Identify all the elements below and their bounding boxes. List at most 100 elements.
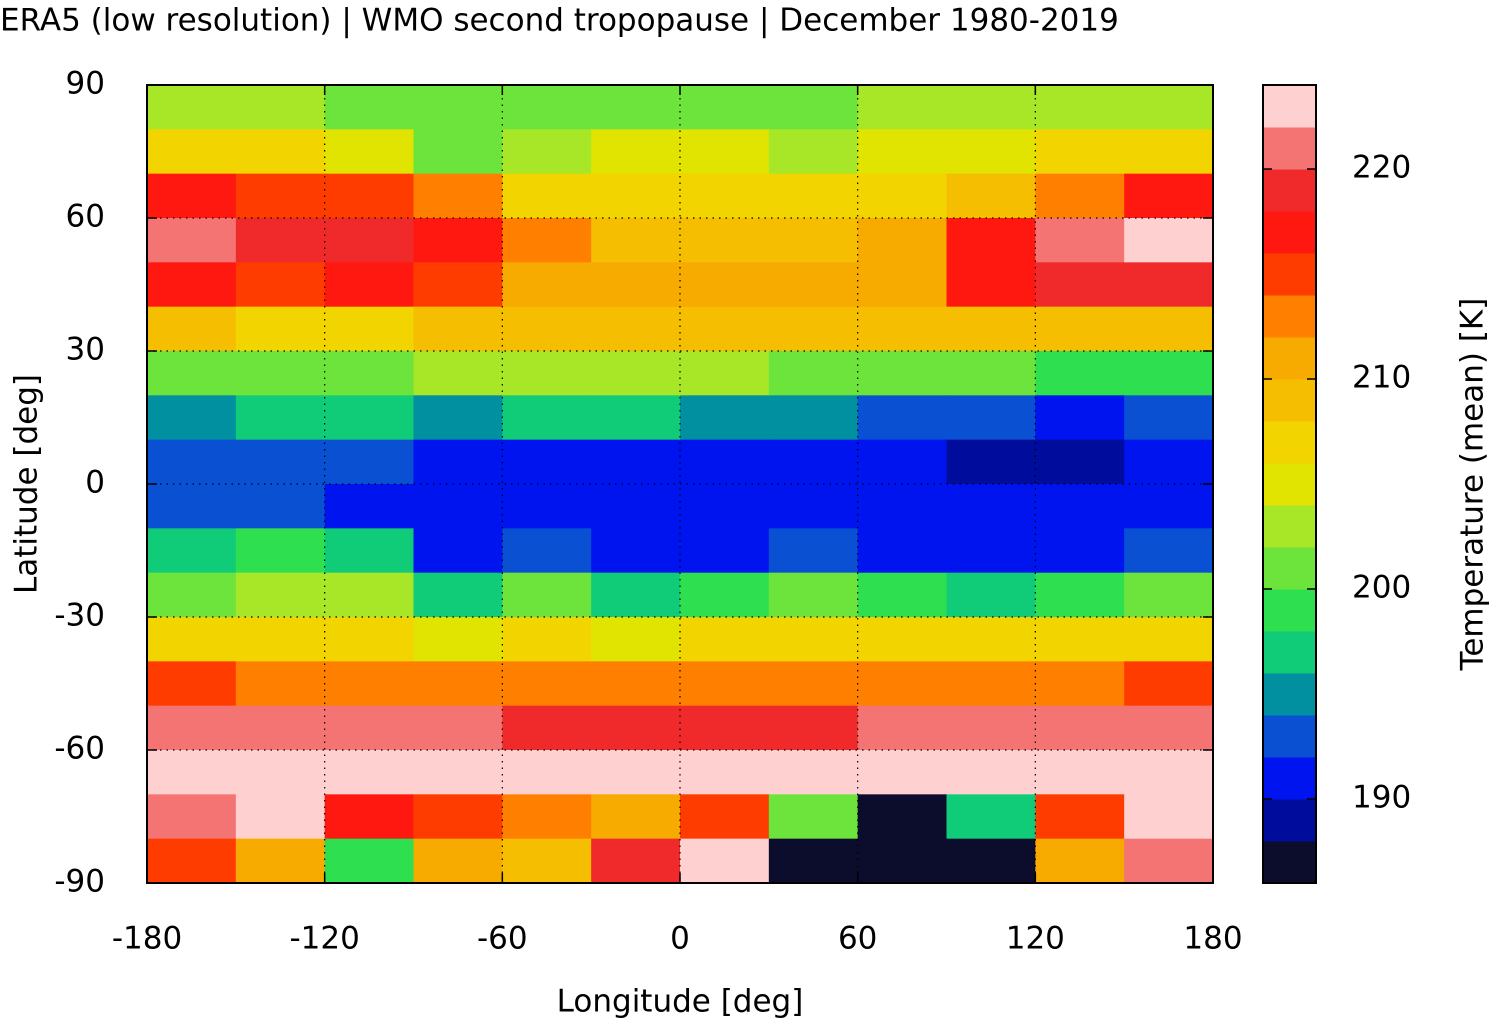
heatmap-cell xyxy=(413,484,503,529)
heatmap-cell xyxy=(413,838,503,884)
heatmap-cell xyxy=(147,617,237,662)
heatmap-cell xyxy=(946,572,1036,618)
heatmap-cell xyxy=(946,262,1036,308)
heatmap-cell xyxy=(591,129,681,175)
heatmap-cell xyxy=(591,838,681,884)
heatmap-cell xyxy=(857,838,947,884)
heatmap-cell xyxy=(857,794,947,840)
heatmap-cell xyxy=(147,306,237,352)
heatmap-cell xyxy=(502,528,592,574)
heatmap-cell xyxy=(147,439,237,485)
heatmap-cell xyxy=(413,85,503,130)
heatmap-cell xyxy=(680,661,770,707)
heatmap-cell xyxy=(680,262,770,308)
heatmap-cell xyxy=(857,661,947,707)
heatmap-cell xyxy=(324,705,414,751)
heatmap-cell xyxy=(1124,617,1214,662)
y-tick-label: -90 xyxy=(54,864,105,900)
heatmap-cell xyxy=(1035,572,1125,618)
heatmap-cell xyxy=(591,306,681,352)
heatmap-cell xyxy=(502,572,592,618)
heatmap-cell xyxy=(235,528,326,574)
heatmap-cell xyxy=(857,85,947,130)
heatmap-cell xyxy=(768,129,859,175)
heatmap-cell xyxy=(147,218,237,263)
heatmap-cell xyxy=(413,395,503,441)
heatmap-cell xyxy=(857,617,947,662)
colorbar-swatch xyxy=(1263,211,1316,254)
heatmap-cell xyxy=(1035,750,1125,795)
heatmap-cell xyxy=(235,617,326,662)
heatmap-cell xyxy=(147,85,237,130)
heatmap-cell xyxy=(946,218,1036,263)
heatmap-cell xyxy=(147,129,237,175)
heatmap-cell xyxy=(502,173,592,219)
heatmap-cell xyxy=(1124,395,1214,441)
heatmap-cell xyxy=(147,794,237,840)
heatmap-cell xyxy=(324,173,414,219)
heatmap-cell xyxy=(235,306,326,352)
heatmap-cell xyxy=(502,750,592,795)
y-tick-label: -30 xyxy=(54,598,105,634)
heatmap-cell xyxy=(324,306,414,352)
y-tick-label: 90 xyxy=(66,66,105,102)
heatmap-cell xyxy=(502,351,592,396)
heatmap-cell xyxy=(413,528,503,574)
heatmap-cell xyxy=(591,617,681,662)
heatmap-cell xyxy=(1124,484,1214,529)
heatmap-cell xyxy=(147,528,237,574)
heatmap-cell xyxy=(768,173,859,219)
heatmap-cell xyxy=(413,262,503,308)
colorbar-swatch xyxy=(1263,295,1316,338)
heatmap-cell xyxy=(324,794,414,840)
heatmap-cell xyxy=(502,617,592,662)
heatmap-cell xyxy=(502,395,592,441)
heatmap-cell xyxy=(235,439,326,485)
plot-frame xyxy=(146,84,1214,884)
heatmap-cell xyxy=(768,661,859,707)
heatmap-cell xyxy=(591,750,681,795)
heatmap-cell xyxy=(324,572,414,618)
colorbar-swatch xyxy=(1263,505,1316,548)
heatmap-cell xyxy=(680,439,770,485)
heatmap-cell xyxy=(768,572,859,618)
heatmap-cell xyxy=(413,129,503,175)
heatmap-cell xyxy=(591,661,681,707)
colorbar-swatch xyxy=(1263,127,1316,170)
heatmap-cell xyxy=(147,750,237,795)
heatmap-cell xyxy=(413,705,503,751)
heatmap-cell xyxy=(147,661,237,707)
x-tick-label: -180 xyxy=(112,921,182,957)
heatmap-cell xyxy=(591,395,681,441)
heatmap-cell xyxy=(235,838,326,884)
colorbar-swatch xyxy=(1263,253,1316,296)
x-tick-label: -120 xyxy=(289,921,359,957)
heatmap-cell xyxy=(413,351,503,396)
heatmap-cell xyxy=(768,617,859,662)
heatmap-cell xyxy=(591,439,681,485)
heatmap-cell xyxy=(324,395,414,441)
heatmap-cell xyxy=(946,395,1036,441)
heatmap-cell xyxy=(946,85,1036,130)
heatmap-cell xyxy=(1035,794,1125,840)
heatmap-cell xyxy=(680,705,770,751)
heatmap-cell xyxy=(946,351,1036,396)
x-tick-label: 120 xyxy=(1006,921,1065,957)
heatmap-cell xyxy=(413,306,503,352)
heatmap-cell xyxy=(768,439,859,485)
heatmap-cell xyxy=(591,351,681,396)
heatmap-cell xyxy=(768,705,859,751)
heatmap-cell xyxy=(235,173,326,219)
heatmap-cell xyxy=(1124,306,1214,352)
y-axis-label: Latitude [deg] xyxy=(9,374,45,594)
heatmap-cell xyxy=(680,617,770,662)
heatmap-cell xyxy=(324,661,414,707)
heatmap-cell xyxy=(680,306,770,352)
colorbar-tick-label: 190 xyxy=(1352,780,1411,816)
y-tick-label: 0 xyxy=(85,465,105,501)
heatmap-cell xyxy=(324,484,414,529)
heatmap-cell xyxy=(946,439,1036,485)
heatmap-cell xyxy=(502,129,592,175)
heatmap-cell xyxy=(1124,351,1214,396)
